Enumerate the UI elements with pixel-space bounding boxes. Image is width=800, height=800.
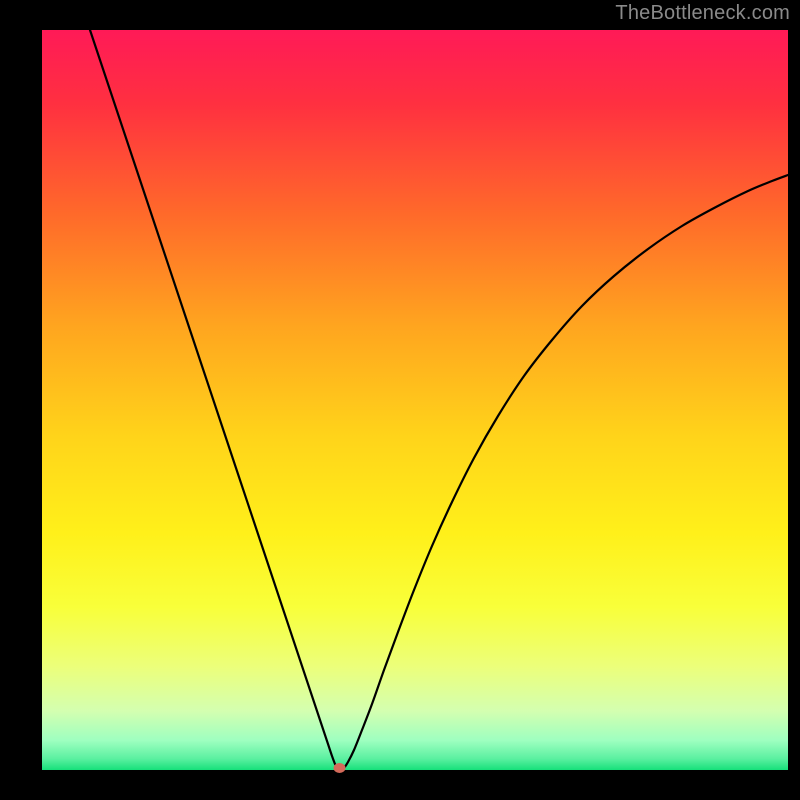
minimum-marker — [334, 763, 346, 773]
curve-layer — [42, 30, 788, 770]
plot-area — [42, 30, 788, 770]
watermark-text: TheBottleneck.com — [615, 2, 790, 25]
chart-frame: TheBottleneck.com — [0, 0, 800, 800]
bottleneck-curve — [90, 30, 788, 770]
